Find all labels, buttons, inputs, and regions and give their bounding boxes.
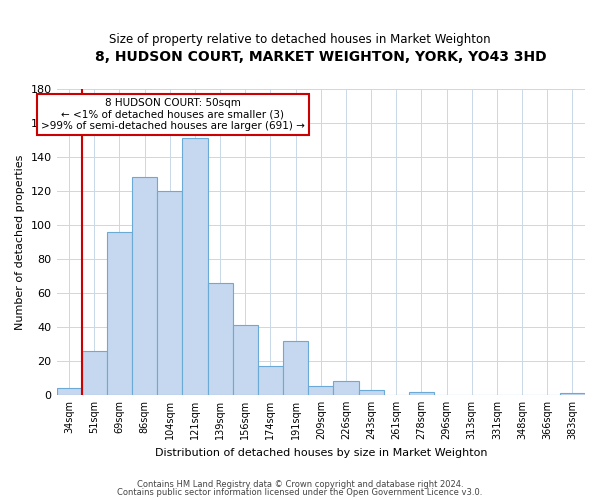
Bar bbox=[182, 138, 208, 395]
Bar bbox=[283, 340, 308, 395]
X-axis label: Distribution of detached houses by size in Market Weighton: Distribution of detached houses by size … bbox=[155, 448, 487, 458]
Bar bbox=[334, 382, 359, 395]
Text: Contains public sector information licensed under the Open Government Licence v3: Contains public sector information licen… bbox=[118, 488, 482, 497]
Text: Contains HM Land Registry data © Crown copyright and database right 2024.: Contains HM Land Registry data © Crown c… bbox=[137, 480, 463, 489]
Bar bbox=[208, 282, 233, 395]
Text: 8 HUDSON COURT: 50sqm
← <1% of detached houses are smaller (3)
>99% of semi-deta: 8 HUDSON COURT: 50sqm ← <1% of detached … bbox=[41, 98, 305, 131]
Bar bbox=[308, 386, 334, 395]
Title: 8, HUDSON COURT, MARKET WEIGHTON, YORK, YO43 3HD: 8, HUDSON COURT, MARKET WEIGHTON, YORK, … bbox=[95, 50, 547, 64]
Bar bbox=[409, 392, 434, 395]
Bar bbox=[560, 393, 585, 395]
Bar bbox=[56, 388, 82, 395]
Bar bbox=[359, 390, 383, 395]
Text: Size of property relative to detached houses in Market Weighton: Size of property relative to detached ho… bbox=[109, 32, 491, 46]
Bar bbox=[157, 191, 182, 395]
Bar bbox=[82, 350, 107, 395]
Bar bbox=[233, 325, 258, 395]
Y-axis label: Number of detached properties: Number of detached properties bbox=[15, 154, 25, 330]
Bar bbox=[132, 177, 157, 395]
Bar bbox=[107, 232, 132, 395]
Bar bbox=[258, 366, 283, 395]
